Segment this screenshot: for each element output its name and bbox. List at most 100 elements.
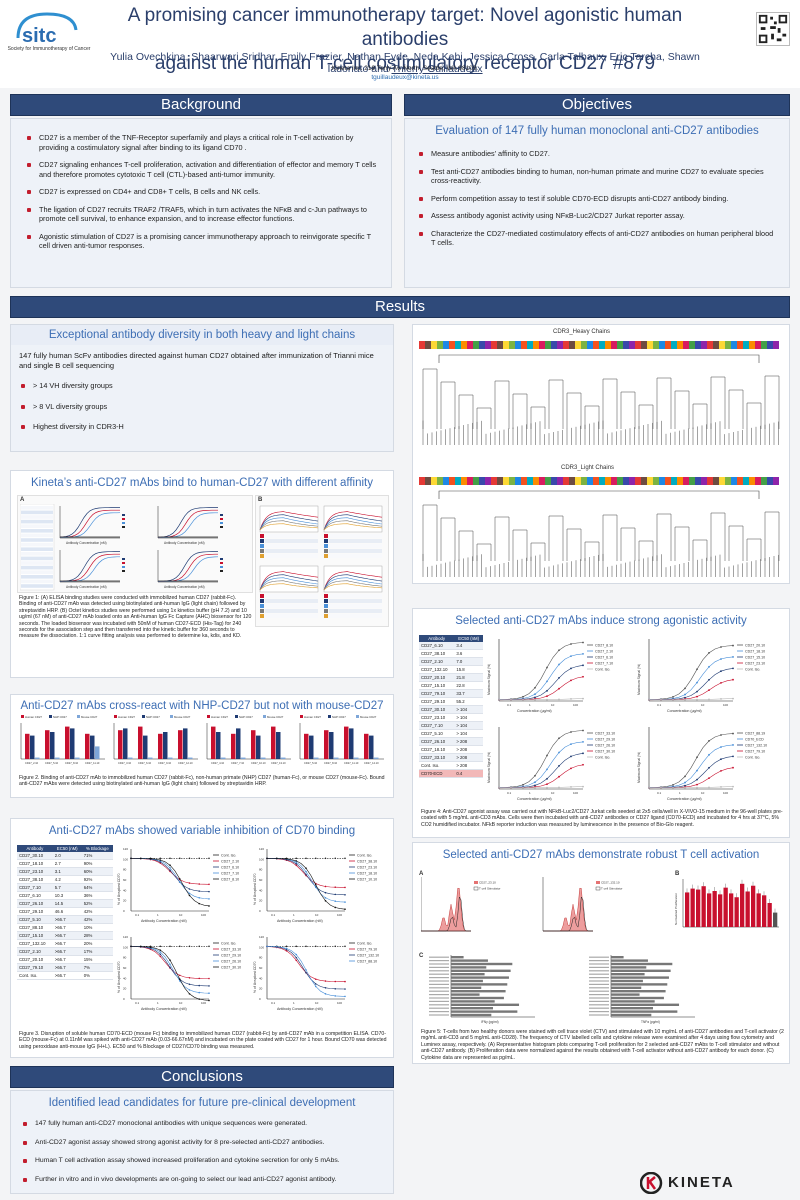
legend-swatch bbox=[596, 881, 600, 884]
sensorgram-curve bbox=[323, 571, 383, 591]
bar bbox=[707, 893, 712, 927]
x-axis-label: Antibody Concentration (nM) bbox=[164, 541, 205, 545]
x-tick-label: 1 bbox=[679, 703, 681, 707]
legend-label: CD27_10.10 bbox=[357, 878, 377, 882]
row-label-placeholder bbox=[429, 997, 449, 999]
inhibition-curve bbox=[131, 858, 210, 907]
bar bbox=[701, 886, 706, 927]
cytokine-bar bbox=[611, 966, 647, 969]
kineta-logo: KINETA bbox=[640, 1172, 780, 1194]
tree-branch bbox=[656, 377, 672, 429]
cdr3-light-tree bbox=[419, 477, 780, 577]
legend-swatch bbox=[49, 715, 52, 718]
cytokine-bar bbox=[611, 956, 624, 959]
table-swatch bbox=[260, 604, 264, 608]
legend-label: Human CD27 bbox=[304, 715, 321, 719]
cytokine-bar bbox=[451, 993, 480, 996]
y-tick-label: 80 bbox=[123, 956, 127, 960]
table-swatch bbox=[324, 604, 328, 608]
sequence-logo-block bbox=[581, 477, 587, 485]
cytokine-bar bbox=[611, 1007, 653, 1010]
sequence-logo-block bbox=[647, 477, 653, 485]
table-stripe bbox=[21, 515, 53, 519]
legend-swatch bbox=[122, 526, 125, 528]
table-cell: >66.7 bbox=[52, 915, 82, 924]
x-tick-label: CD27_12.10 bbox=[178, 761, 193, 765]
author-list: Yulia Ovechkina, Shaarwari Sridhar, Emil… bbox=[95, 51, 715, 75]
cd70-subhead: Anti-CD27 mAbs showed variable inhibitio… bbox=[48, 825, 356, 837]
sequence-logo-block bbox=[677, 341, 683, 349]
table-cell: CD27_33.10 bbox=[419, 753, 455, 762]
x-axis-label: IFNγ (pg/ml) bbox=[481, 1020, 499, 1024]
cytokine-bar bbox=[451, 1010, 518, 1013]
sequence-logo-block bbox=[611, 477, 617, 485]
bar bbox=[35, 757, 40, 759]
row-label-placeholder bbox=[429, 1007, 449, 1009]
sequence-logo-block bbox=[647, 341, 653, 349]
diversity-item: Highest diversity in CDR3-H bbox=[21, 422, 383, 432]
agonist-curve bbox=[649, 698, 734, 701]
sequence-logo-block bbox=[749, 341, 755, 349]
binding-curve bbox=[60, 512, 121, 538]
cytokine-bar bbox=[451, 959, 488, 962]
cytokine-bar bbox=[611, 1010, 678, 1013]
cytokine-bar bbox=[451, 956, 464, 959]
y-tick-label: 60 bbox=[123, 878, 127, 882]
sequence-logo-block bbox=[599, 477, 605, 485]
data-point bbox=[732, 667, 734, 670]
x-tick-label: CD27_7.10 bbox=[231, 761, 245, 765]
tcell-subhead: Selected anti-CD27 mAbs demonstrate robu… bbox=[442, 849, 760, 861]
figure-5b-label: B bbox=[675, 871, 680, 877]
table-row: CD27_2.10 >66.7 17% bbox=[17, 947, 113, 956]
agonist-curve bbox=[649, 756, 734, 788]
objectives-banner: Objectives bbox=[404, 94, 790, 116]
agonist-subhead: Selected anti-CD27 mAbs induce strong ag… bbox=[455, 615, 747, 627]
sequence-logo-block bbox=[737, 341, 743, 349]
legend-label: CD27_20.10 bbox=[745, 644, 765, 648]
table-row: CD27_30.10 > 104 bbox=[419, 705, 483, 714]
sequence-logo-block bbox=[563, 477, 569, 485]
table-row: CD27_88.10 >66.7 10% bbox=[17, 923, 113, 932]
bar bbox=[148, 757, 153, 759]
table-stripe bbox=[329, 614, 382, 618]
table-stripe bbox=[21, 542, 53, 547]
sequence-logo-block bbox=[539, 477, 545, 485]
tree-branch bbox=[764, 511, 780, 561]
bar bbox=[188, 757, 193, 759]
table-cell: CD27_79.10 bbox=[17, 963, 53, 972]
legend-swatch bbox=[473, 886, 479, 891]
table-header-cell: EC50 (nM) bbox=[454, 635, 483, 642]
sequence-logo-block bbox=[449, 341, 455, 349]
table-swatch bbox=[260, 544, 264, 548]
table-cell: CD27_30.10 bbox=[17, 852, 53, 860]
tree-branch bbox=[710, 512, 726, 561]
cytokine-bar bbox=[611, 979, 643, 983]
legend-label: CD27_79.10 bbox=[357, 948, 377, 952]
table-cell: CD27_18.10 bbox=[419, 745, 455, 754]
diversity-panel: Exceptional antibody diversity in both h… bbox=[10, 324, 394, 452]
objective-item: Perform competition assay to test if sol… bbox=[419, 194, 777, 204]
sequence-logo-block bbox=[719, 341, 725, 349]
y-axis-label: % of Unspiked CD70 bbox=[117, 961, 121, 993]
table-cell: CD27_23.10 bbox=[419, 713, 455, 722]
table-row: CD27_33.10 > 208 bbox=[419, 753, 483, 762]
legend-label: CD27_33.10 bbox=[595, 732, 615, 736]
sequence-logo-block bbox=[695, 477, 701, 485]
bar bbox=[767, 903, 772, 927]
legend-swatch bbox=[220, 526, 223, 528]
table-row: CD27_79.10 >66.7 7% bbox=[17, 963, 113, 972]
cytokine-bar bbox=[451, 966, 487, 969]
x-tick-label: 0.1 bbox=[507, 791, 512, 795]
table-cell: 3.6 bbox=[454, 649, 483, 658]
table-row: CD27_38.10 3.6 bbox=[419, 649, 483, 658]
table-cell: 3.4 bbox=[454, 642, 483, 650]
bar bbox=[762, 895, 767, 927]
figure-5-plots: CD27_23.10 T cell Stimulator CD27_132.10 T … bbox=[421, 877, 779, 1024]
contact-email[interactable]: tguillaudeux@kineta.us bbox=[371, 74, 439, 81]
conclusion-item: 147 fully human anti-CD27 monoclonal ant… bbox=[23, 1119, 383, 1129]
table-cell: CD27_7.10 bbox=[419, 721, 455, 730]
sequence-logo-block bbox=[575, 477, 581, 485]
bar bbox=[85, 733, 90, 759]
legend-swatch bbox=[220, 514, 223, 516]
